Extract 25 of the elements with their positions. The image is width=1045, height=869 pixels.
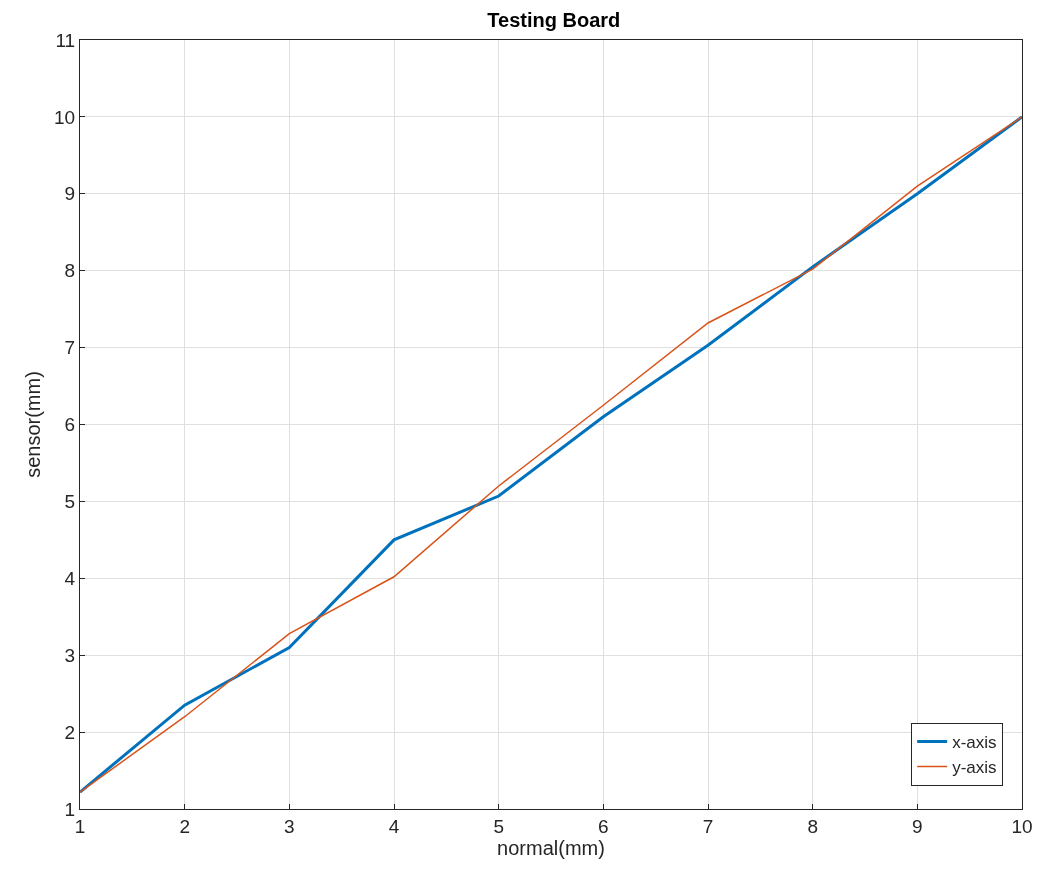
x-tick-label: 9 <box>912 815 923 837</box>
x-tick-label: 4 <box>388 815 400 837</box>
y-tick-label: 1 <box>64 798 76 820</box>
y-tick-label: 10 <box>54 106 76 128</box>
x-tick-label: 6 <box>598 815 609 837</box>
x-tick-label: 8 <box>807 815 818 837</box>
y-tick-label: 9 <box>64 183 76 205</box>
x-tick-label: 3 <box>284 815 295 837</box>
y-tick-label: 11 <box>55 29 76 51</box>
legend-label: y-axis <box>952 758 997 778</box>
y-tick-label: 6 <box>64 414 76 436</box>
y-tick-label: 4 <box>64 567 76 589</box>
y-tick-label: 2 <box>64 721 76 743</box>
x-tick-label: 2 <box>179 815 190 837</box>
x-tick-label: 5 <box>493 815 504 837</box>
x-tick-label: 10 <box>1011 815 1033 837</box>
y-tick-label: 8 <box>64 260 76 282</box>
y-tick-label: 5 <box>64 491 76 513</box>
y-tick-label: 7 <box>64 337 76 359</box>
y-axis-title: sensor(mm) <box>21 371 44 478</box>
legend-label: x-axis <box>952 733 997 753</box>
y-tick-label: 3 <box>64 644 76 666</box>
chart-title: Testing Board <box>487 9 621 32</box>
x-tick-label: 7 <box>702 815 714 837</box>
x-axis-title: normal(mm) <box>497 836 605 859</box>
